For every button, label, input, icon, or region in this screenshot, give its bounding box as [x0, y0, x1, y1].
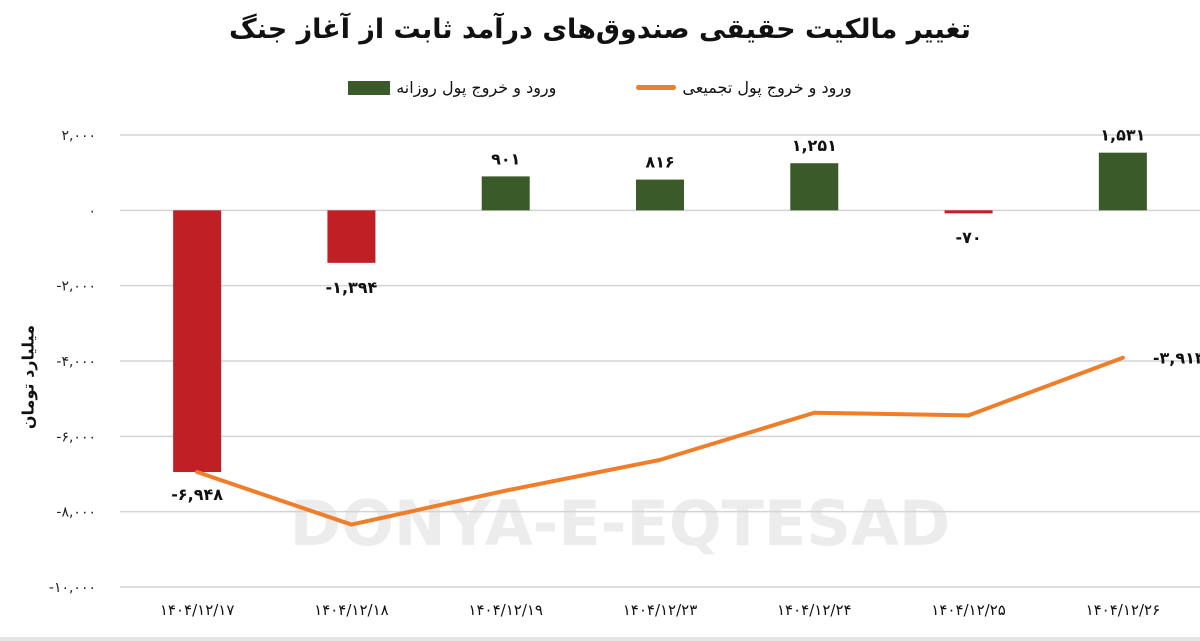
cumulative-line: [195, 355, 1125, 527]
bar-value-label: -۶,۹۴۸: [171, 485, 223, 504]
bar: [327, 210, 376, 263]
bar-value-label: ۸۱۶: [645, 153, 674, 172]
bar: [790, 163, 839, 211]
y-tick-label: ۰: [88, 203, 96, 219]
bar-value-label: -۱,۳۹۴: [326, 278, 378, 297]
y-tick-label: -۶,۰۰۰: [56, 429, 96, 445]
y-tick-label: ۲,۰۰۰: [61, 128, 96, 144]
x-tick-label: ۱۴۰۴/۱۲/۲۳: [623, 601, 698, 619]
y-tick-label: -۸,۰۰۰: [56, 505, 96, 521]
bar: [173, 210, 222, 473]
bar-value-label: -۷۰: [955, 228, 981, 247]
bar: [636, 179, 684, 211]
y-tick-label: -۴,۰۰۰: [56, 354, 96, 370]
watermark: DONYA-E-EQTESAD: [290, 487, 951, 560]
x-tick-label: ۱۴۰۴/۱۲/۱۸: [314, 601, 389, 619]
y-tick-label: -۱۰,۰۰۰: [49, 580, 96, 596]
legend: ورود و خروج پول تجمیعی ورود و خروج پول ر…: [0, 78, 1200, 97]
x-tick-label: ۱۴۰۴/۱۲/۲۵: [931, 601, 1006, 619]
bar: [1098, 152, 1147, 211]
line-end-label: -۳,۹۱۳: [1153, 349, 1200, 368]
bar-value-label: ۱,۲۵۱: [792, 136, 837, 155]
legend-bar-swatch: [348, 80, 391, 95]
legend-bar-label: ورود و خروج پول روزانه: [396, 78, 557, 97]
legend-item-line: ورود و خروج پول تجمیعی: [636, 78, 852, 97]
bottom-divider: [0, 637, 1200, 641]
legend-item-bar: ورود و خروج پول روزانه: [348, 78, 556, 97]
legend-line-swatch: [636, 85, 677, 90]
bar: [944, 210, 993, 214]
x-tick-label: ۱۴۰۴/۱۲/۱۹: [468, 601, 543, 619]
bar-value-label: ۹۰۱: [491, 149, 520, 168]
y-tick-label: -۲,۰۰۰: [56, 279, 96, 295]
x-tick-label: ۱۴۰۴/۱۲/۲۴: [777, 601, 852, 619]
legend-line-label: ورود و خروج پول تجمیعی: [682, 78, 852, 97]
chart-title: تغییر مالکیت حقیقی صندوق‌های درآمد ثابت …: [229, 14, 971, 45]
x-tick-label: ۱۴۰۴/۱۲/۲۶: [1086, 601, 1161, 619]
bar-value-label: ۱,۵۳۱: [1100, 126, 1145, 145]
x-tick-label: ۱۴۰۴/۱۲/۱۷: [160, 601, 235, 619]
bar: [481, 176, 530, 211]
